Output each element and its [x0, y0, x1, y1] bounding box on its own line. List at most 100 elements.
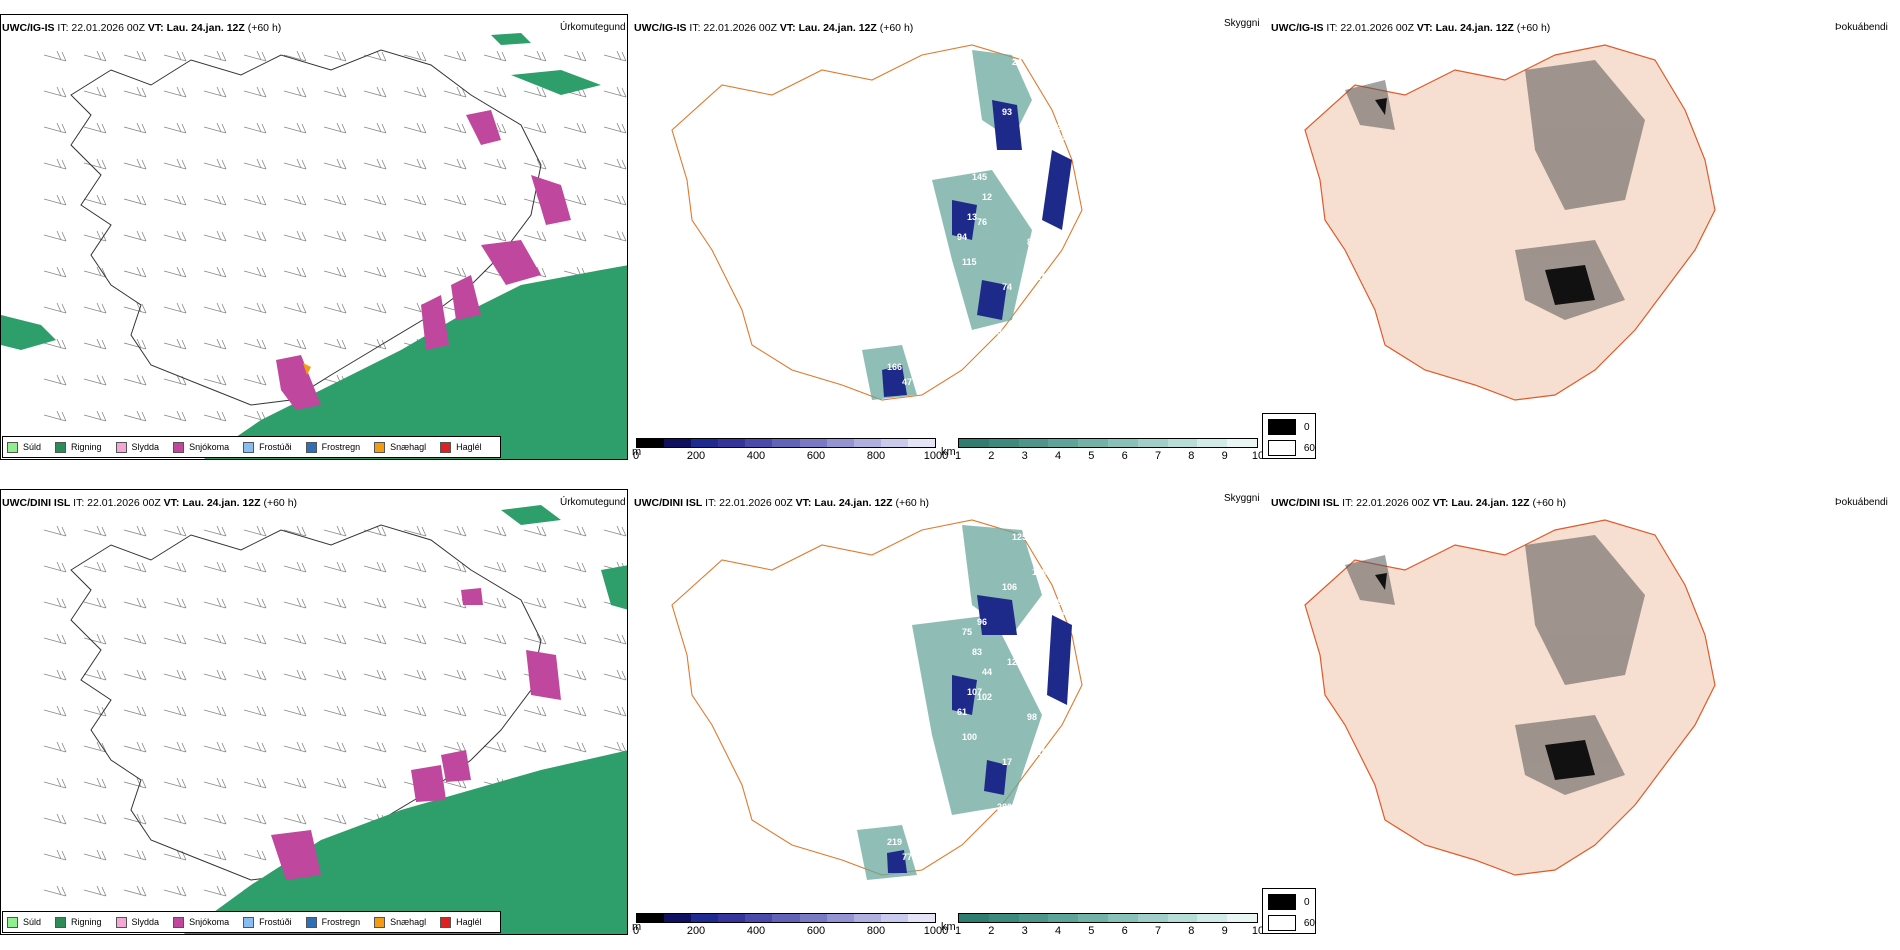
- wind-barb: [283, 338, 307, 350]
- wind-barb: [443, 194, 467, 206]
- legend-item: Frostregn: [305, 916, 360, 928]
- visibility-value: 77: [902, 852, 912, 862]
- legend-swatch: [243, 916, 255, 928]
- colorbar-segment: [853, 914, 881, 922]
- wind-barb: [403, 525, 427, 537]
- wind-barb: [283, 669, 307, 681]
- wind-barb: [483, 230, 507, 242]
- colorbar-segment: [799, 914, 827, 922]
- wind-barb: [83, 849, 107, 861]
- fog-index-dark: [1345, 535, 1645, 795]
- visibility-value: 81: [1027, 237, 1037, 247]
- precip-label: Úrkomutegund: [560, 497, 626, 508]
- fog-title: UWC/IG-IS IT: 22.01.2026 00Z VT: Lau. 24…: [1271, 22, 1551, 34]
- visibility-value: 107: [967, 687, 982, 697]
- wind-barb: [123, 741, 147, 753]
- visibility-value: 104: [1057, 732, 1072, 742]
- wind-barb: [403, 86, 427, 98]
- colorbar-tick: 8: [1188, 450, 1195, 462]
- wind-barb: [203, 122, 227, 134]
- wind-barb: [363, 597, 387, 609]
- wind-barb: [523, 50, 547, 62]
- visibility-value: 76: [977, 217, 987, 227]
- colorbar-segment: [1018, 914, 1049, 922]
- wind-barb: [83, 302, 107, 314]
- legend-swatch: [115, 916, 127, 928]
- wind-barb: [403, 266, 427, 278]
- wind-barb: [123, 885, 147, 897]
- precip-legend: Súld Rigning Slydda Snjókoma Frostúði Frostre…: [2, 436, 501, 458]
- visibility-value: 75: [962, 627, 972, 637]
- wind-barb: [403, 669, 427, 681]
- wind-barb: [163, 158, 187, 170]
- colorbar-segment: [880, 914, 908, 922]
- legend-swatch: [305, 441, 317, 453]
- wind-barb: [83, 597, 107, 609]
- visibility-value: 237: [1007, 182, 1022, 192]
- visibility-panel: 125 109 106 85 99 96 99 75 83 12 44 107 102 61 98 100 10…: [632, 475, 1262, 950]
- iceland-outline: [70, 49, 542, 406]
- precip-legend: Súld Rigning Slydda Snjókoma Frostúði Frostre…: [2, 911, 501, 933]
- visibility-value: 280: [997, 802, 1012, 812]
- legend-item: Snæhagl: [374, 441, 426, 453]
- colorbar-segment: [907, 914, 936, 922]
- wind-barb: [43, 597, 67, 609]
- colorbar-tick: 1: [954, 925, 962, 937]
- wind-barb: [443, 633, 467, 645]
- colorbar-segment: [1048, 439, 1079, 447]
- wind-barb: [43, 374, 67, 386]
- fog-legend-swatch: [1268, 894, 1296, 910]
- wind-barb: [243, 705, 267, 717]
- wind-barb: [563, 122, 587, 134]
- legend-swatch: [374, 441, 386, 453]
- visibility-value: 13: [967, 212, 977, 222]
- visibility-value: 93: [1002, 107, 1012, 117]
- visibility-value: 98: [1027, 712, 1037, 722]
- wind-barb: [443, 669, 467, 681]
- colorbar-tick: 0: [632, 925, 640, 937]
- wind-barb: [83, 230, 107, 242]
- wind-barb: [123, 705, 147, 717]
- wind-barb: [123, 158, 147, 170]
- fog-legend-swatch: [1268, 440, 1296, 456]
- visibility-value: 109: [1032, 567, 1047, 577]
- legend-item: Snjókoma: [173, 441, 229, 453]
- wind-barb: [83, 633, 107, 645]
- wind-barb: [403, 158, 427, 170]
- wind-barb: [163, 561, 187, 573]
- wind-barb: [283, 705, 307, 717]
- wind-barb: [323, 266, 347, 278]
- colorbar-segment: [1048, 914, 1079, 922]
- wind-barb: [363, 266, 387, 278]
- visibility-unit: km: [941, 921, 956, 933]
- wind-barb: [243, 813, 267, 825]
- wind-barb: [283, 158, 307, 170]
- wind-barb: [563, 525, 587, 537]
- visibility-title: UWC/DINI ISL IT: 22.01.2026 00Z VT: Lau.…: [634, 497, 930, 509]
- elevation-colorbar: 0 200 400 600 800 1000: [633, 438, 948, 466]
- wind-barb: [163, 885, 187, 897]
- colorbar-tick: 800: [866, 925, 886, 937]
- wind-barb: [323, 669, 347, 681]
- wind-barb: [203, 86, 227, 98]
- colorbar-tick: 6: [1121, 925, 1128, 937]
- colorbar-segment: [1227, 439, 1257, 447]
- wind-barb: [363, 705, 387, 717]
- elevation-colorbar: 0 200 400 600 800 1000: [632, 913, 948, 941]
- colorbar-segment: [637, 439, 665, 447]
- colorbar-tick: 9: [1221, 925, 1228, 937]
- wind-barb: [203, 338, 227, 350]
- wind-barb: [163, 849, 187, 861]
- visibility-value: 97: [1062, 132, 1072, 142]
- wind-barb: [43, 633, 67, 645]
- wind-barb: [483, 86, 507, 98]
- wind-barb: [283, 122, 307, 134]
- wind-barb: [603, 194, 627, 206]
- wind-barb: [83, 705, 107, 717]
- colorbar-tick: 10: [1251, 925, 1265, 937]
- colorbar-tick: 200: [686, 925, 706, 937]
- colorbar-segment: [853, 439, 881, 447]
- colorbar-tick: 600: [806, 450, 826, 462]
